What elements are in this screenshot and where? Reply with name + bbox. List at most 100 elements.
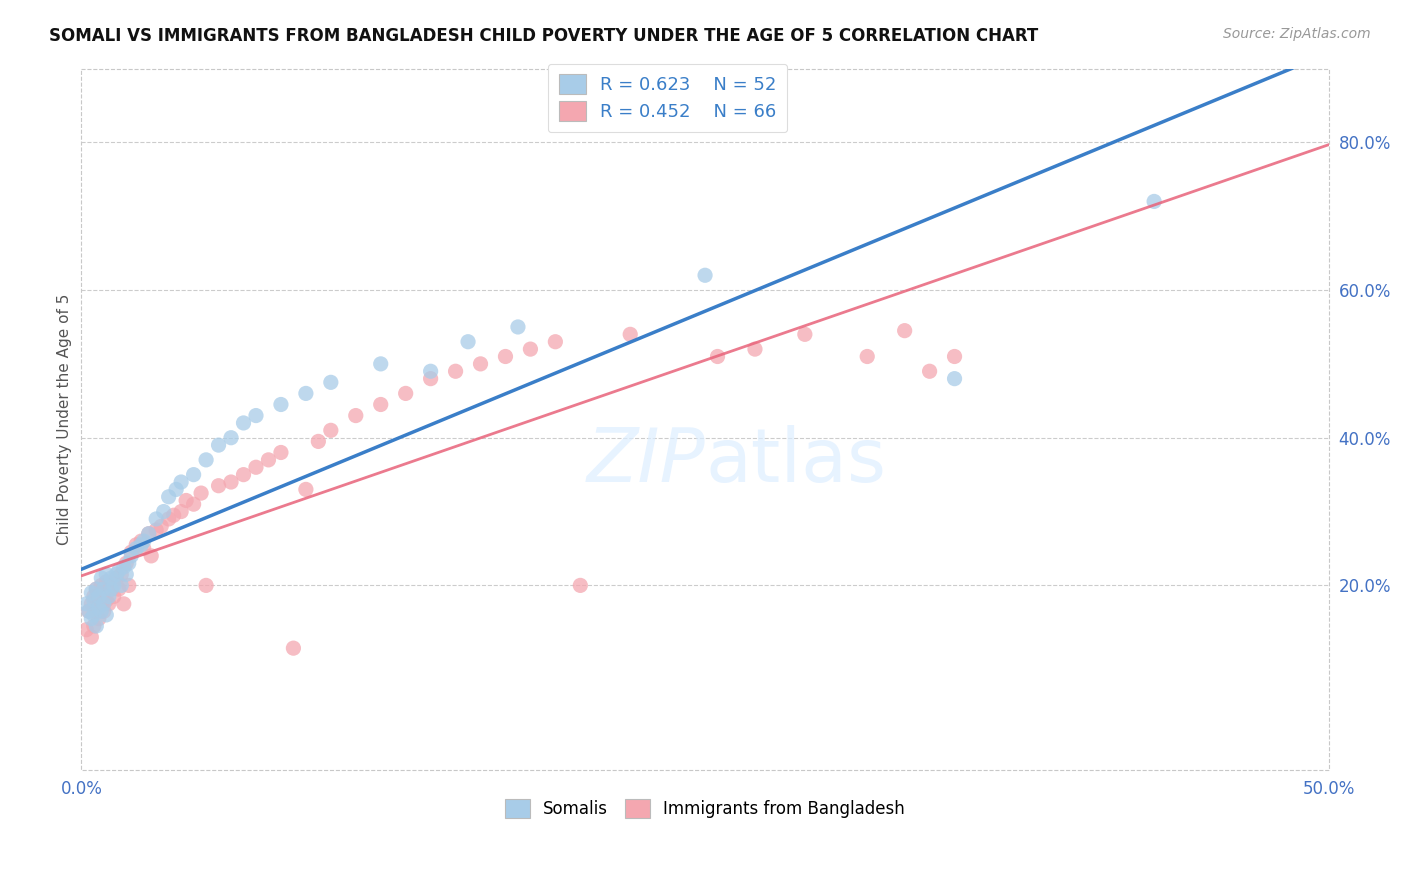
Point (90, 578, 112, 592)
Point (183, 497, 205, 511)
Point (83, 593, 105, 607)
Point (141, 549, 163, 563)
Point (118, 578, 141, 592)
Point (219, 475, 242, 489)
Point (569, 578, 592, 592)
Point (419, 364, 441, 378)
Point (86, 604, 108, 618)
Point (519, 342, 541, 356)
Point (232, 416, 254, 430)
Point (100, 582, 122, 596)
Point (83, 590, 105, 604)
Point (87, 600, 110, 615)
Text: SOMALI VS IMMIGRANTS FROM BANGLADESH CHILD POVERTY UNDER THE AGE OF 5 CORRELATIO: SOMALI VS IMMIGRANTS FROM BANGLADESH CHI… (49, 27, 1039, 45)
Point (96, 593, 118, 607)
Point (150, 519, 173, 533)
Point (75, 623, 97, 637)
Y-axis label: Child Poverty Under the Age of 5: Child Poverty Under the Age of 5 (58, 293, 72, 545)
Point (495, 350, 517, 364)
Point (100, 582, 122, 596)
Point (706, 350, 728, 364)
Point (90, 604, 112, 618)
Point (344, 409, 367, 423)
Point (195, 453, 218, 467)
Point (93, 604, 115, 618)
Point (270, 445, 292, 459)
Point (87, 612, 110, 626)
Point (370, 397, 392, 411)
Point (170, 504, 193, 518)
Point (207, 438, 229, 452)
Point (245, 460, 267, 475)
Point (506, 320, 529, 334)
Point (283, 641, 305, 656)
Point (457, 334, 479, 349)
Point (80, 630, 103, 644)
Point (319, 376, 342, 390)
Point (93, 597, 115, 611)
Point (83, 607, 105, 622)
Text: atlas: atlas (704, 425, 886, 498)
Point (96, 567, 118, 582)
Point (115, 567, 138, 582)
Point (86, 582, 108, 596)
Point (90, 597, 112, 611)
Point (132, 541, 155, 556)
Point (370, 357, 392, 371)
Point (307, 434, 329, 449)
Point (295, 386, 318, 401)
Point (470, 357, 492, 371)
Point (107, 582, 129, 596)
Point (943, 350, 966, 364)
Point (245, 409, 267, 423)
Point (157, 512, 180, 526)
Point (856, 350, 879, 364)
Point (112, 597, 135, 611)
Point (75, 597, 97, 611)
Point (744, 342, 766, 356)
Point (257, 453, 280, 467)
Point (319, 423, 342, 437)
Point (165, 483, 187, 497)
Point (96, 607, 118, 622)
Point (112, 560, 135, 574)
Point (97, 590, 120, 604)
Point (105, 567, 128, 582)
Point (395, 386, 418, 401)
Point (107, 564, 129, 578)
Point (125, 538, 148, 552)
Point (544, 334, 567, 349)
Point (105, 571, 128, 585)
Point (893, 324, 915, 338)
Point (619, 327, 641, 342)
Point (115, 556, 138, 570)
Point (295, 483, 318, 497)
Point (207, 479, 229, 493)
Point (152, 504, 174, 518)
Point (419, 371, 441, 385)
Point (93, 582, 115, 596)
Point (83, 619, 105, 633)
Point (120, 549, 142, 563)
Text: Source: ZipAtlas.com: Source: ZipAtlas.com (1223, 27, 1371, 41)
Point (129, 534, 152, 549)
Point (219, 431, 242, 445)
Point (100, 571, 122, 585)
Point (138, 526, 160, 541)
Point (138, 526, 160, 541)
Point (103, 578, 125, 592)
Point (118, 556, 141, 570)
Point (793, 327, 815, 342)
Point (170, 475, 193, 489)
Point (163, 508, 186, 523)
Point (86, 619, 108, 633)
Point (103, 590, 125, 604)
Point (145, 523, 167, 537)
Point (129, 538, 152, 552)
Point (1143, 194, 1166, 209)
Point (174, 493, 197, 508)
Point (125, 541, 148, 556)
Point (80, 612, 103, 626)
Point (693, 268, 716, 283)
Point (157, 490, 180, 504)
